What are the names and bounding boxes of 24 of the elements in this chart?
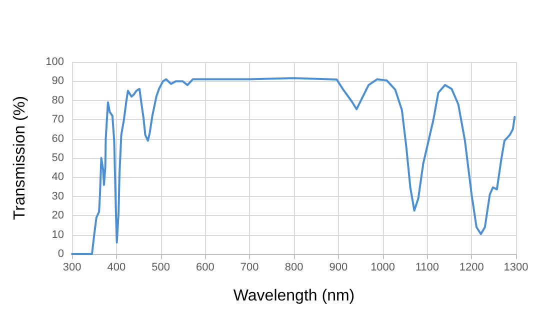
y-tick-label: 100 (46, 56, 64, 68)
y-tick-label: 80 (52, 94, 64, 106)
y-tick-label: 90 (52, 75, 64, 88)
y-tick-label: 20 (52, 210, 64, 222)
x-tick-label: 1100 (415, 262, 440, 274)
y-tick-label: 0 (58, 248, 64, 260)
x-axis-title: Wavelength (nm) (233, 288, 355, 304)
x-tick-label: 300 (62, 262, 82, 274)
x-tick-label: 900 (329, 262, 348, 274)
y-axis-title: Transmission (%) (12, 96, 28, 220)
y-tick-label: 10 (52, 228, 64, 241)
y-tick-label: 30 (52, 190, 64, 202)
y-tick-label: 70 (52, 114, 64, 126)
x-tick-label: 400 (107, 262, 126, 274)
y-tick-label: 60 (52, 132, 64, 145)
x-tick-label: 800 (284, 262, 304, 274)
x-tick-label: 1000 (370, 262, 396, 274)
x-tick-label: 1200 (459, 262, 484, 274)
x-tick-label: 1300 (504, 262, 528, 274)
y-tick-label: 40 (52, 171, 64, 184)
x-tick-label: 700 (240, 262, 259, 274)
x-tick-label: 500 (152, 262, 170, 274)
y-tick-label: 50 (52, 152, 64, 164)
x-tick-label: 600 (196, 262, 214, 274)
